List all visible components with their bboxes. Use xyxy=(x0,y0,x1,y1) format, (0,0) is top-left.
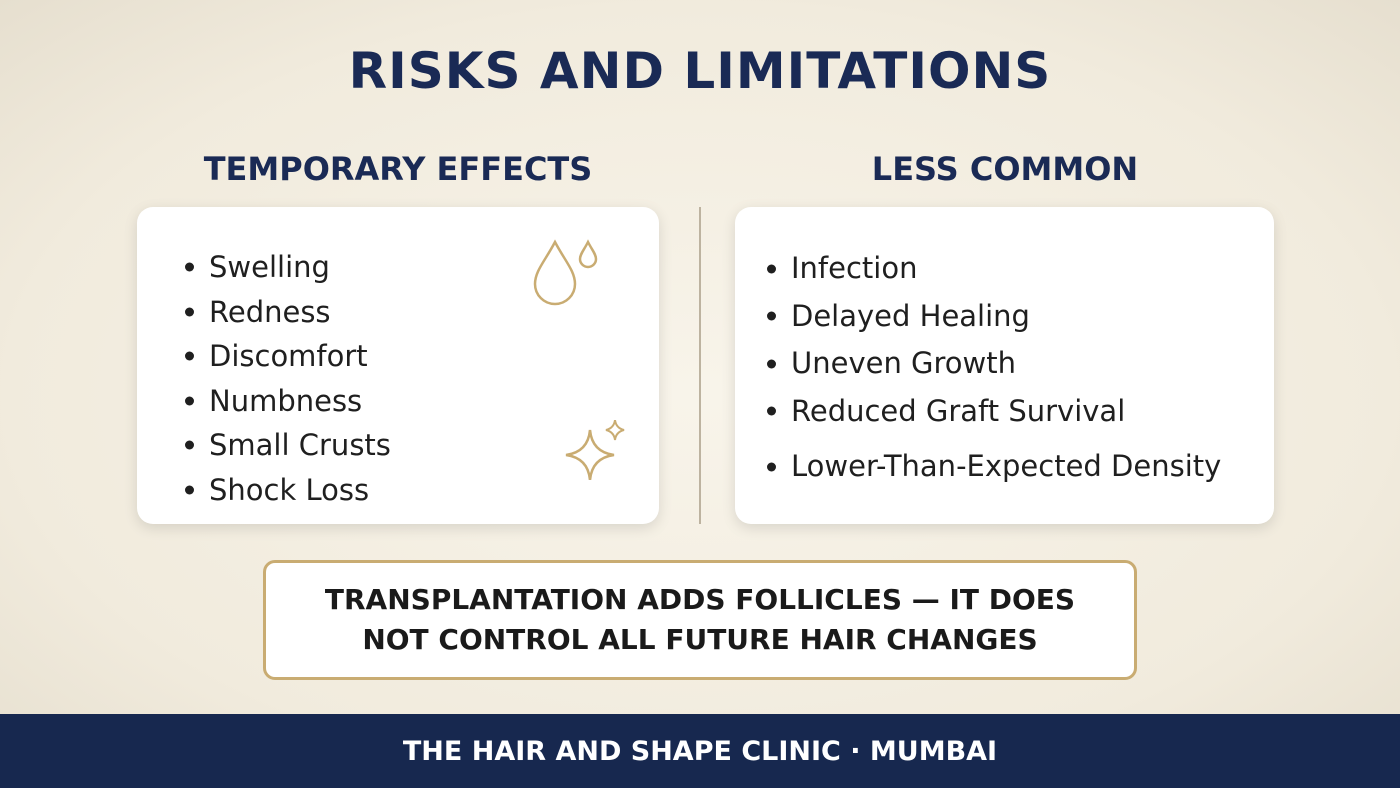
list-item: Redness xyxy=(185,290,659,335)
list-item: Delayed Healing xyxy=(767,293,1274,341)
card: Swelling Redness Discomfort Numbness Small C… xyxy=(137,207,659,524)
list-item: Small Crusts xyxy=(185,423,659,468)
drops-icon xyxy=(533,239,598,306)
column-heading: TEMPORARY EFFECTS xyxy=(203,150,593,188)
list-item: Infection xyxy=(767,245,1274,293)
card: Infection Delayed Healing Uneven Growth Red… xyxy=(735,207,1274,524)
divider xyxy=(699,207,701,524)
list: Infection Delayed Healing Uneven Growth Red… xyxy=(767,245,1274,491)
column-heading: LESS COMMON xyxy=(871,150,1139,188)
title: RISKS AND LIMITATIONS xyxy=(348,42,1052,100)
sparkle-icon xyxy=(565,420,625,480)
list: Swelling Redness Discomfort Numbness Small C… xyxy=(185,245,659,512)
list-item: Uneven Growth xyxy=(767,340,1274,388)
list-item: Reduced Graft Survival xyxy=(767,388,1274,436)
list-item: Discomfort xyxy=(185,334,659,379)
callout: TRANSPLANTATION ADDS FOLLICLES — IT DOES… xyxy=(263,560,1137,680)
list-item: Lower-Than-Expected Density xyxy=(767,443,1274,491)
list-item: Shock Loss xyxy=(185,468,659,513)
list-item: Numbness xyxy=(185,379,659,424)
footer: THE HAIR AND SHAPE CLINIC · MUMBAI xyxy=(0,714,1400,788)
list-item: Swelling xyxy=(185,245,659,290)
